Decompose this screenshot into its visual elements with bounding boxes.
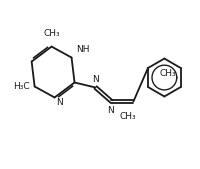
Text: CH₃: CH₃ — [158, 69, 175, 78]
Text: N: N — [56, 99, 63, 107]
Text: H₃C: H₃C — [13, 82, 29, 91]
Text: N: N — [92, 75, 98, 83]
Text: CH₃: CH₃ — [43, 29, 60, 38]
Text: NH: NH — [76, 45, 89, 54]
Text: N: N — [107, 106, 113, 115]
Text: CH₃: CH₃ — [119, 112, 135, 122]
